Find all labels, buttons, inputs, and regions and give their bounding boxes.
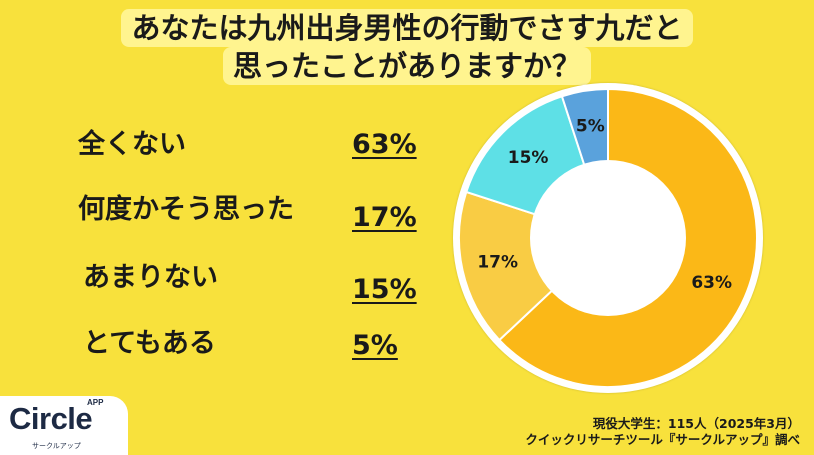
logo-subtitle: サークルアップ bbox=[32, 442, 81, 450]
legend-value: 5% bbox=[352, 330, 398, 361]
title-line-1: あなたは九州出身男性の行動でさす九だと bbox=[0, 9, 814, 47]
donut-hole bbox=[530, 160, 686, 316]
legend-item: 全くない 63% bbox=[0, 129, 440, 173]
title-line-2-text: 思ったことがありますか？ bbox=[222, 47, 591, 85]
legend-value: 17% bbox=[352, 202, 417, 233]
data-label-1: 63% bbox=[691, 273, 732, 293]
legend-item: 何度かそう思った 17% bbox=[0, 194, 440, 238]
legend-item: あまりない 15% bbox=[0, 262, 440, 306]
logo-name: Circle bbox=[9, 401, 93, 436]
legend-label: 全くない bbox=[78, 129, 186, 160]
legend-label: あまりない bbox=[83, 262, 218, 293]
legend-value: 63% bbox=[352, 129, 417, 160]
legend-item: とてもある 5% bbox=[0, 328, 440, 372]
legend-value: 15% bbox=[352, 274, 417, 305]
source-note: 現役大学生：115人（2025年3月） クイックリサーチツール『サークルアップ』… bbox=[525, 416, 800, 448]
chart-title: あなたは九州出身男性の行動でさす九だと 思ったことがありますか？ bbox=[0, 9, 814, 85]
survey-info: 現役大学生：115人（2025年3月） bbox=[592, 416, 800, 431]
circle-app-logo: Circle APP サークルアップ bbox=[0, 396, 128, 455]
data-label-4: 5% bbox=[576, 116, 605, 136]
data-label-3: 15% bbox=[508, 148, 549, 168]
legend-label: 何度かそう思った bbox=[78, 194, 294, 225]
title-line-1-text: あなたは九州出身男性の行動でさす九だと bbox=[121, 9, 693, 47]
logo-superscript: APP bbox=[87, 398, 104, 407]
donut-chart: 63% 17% 15% 5% bbox=[453, 83, 763, 393]
data-labels: 63% 17% 15% 5% bbox=[477, 116, 732, 293]
source-credit: クイックリサーチツール『サークルアップ』調べ bbox=[525, 432, 800, 447]
legend-label: とてもある bbox=[83, 328, 216, 359]
data-label-2: 17% bbox=[477, 253, 518, 273]
title-line-2: 思ったことがありますか？ bbox=[0, 47, 814, 85]
